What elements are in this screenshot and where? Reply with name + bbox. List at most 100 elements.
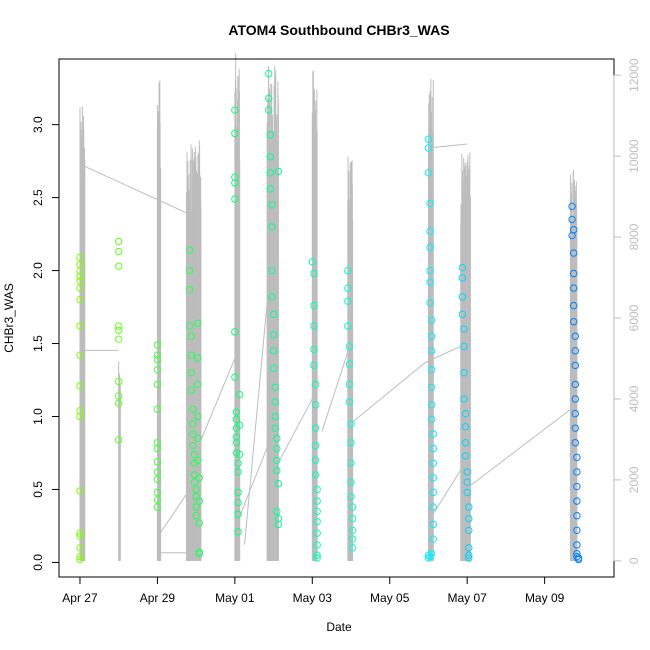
y2-tick-label: 6000: [627, 304, 641, 331]
y-tick-label: 3.0: [31, 116, 45, 133]
data-point: [153, 355, 162, 364]
data-point: [347, 420, 355, 428]
data-point: [114, 392, 123, 400]
data-point: [571, 395, 579, 403]
data-point: [187, 332, 195, 340]
data-point: [313, 517, 321, 526]
data-point: [429, 503, 438, 511]
data-point: [463, 468, 471, 476]
data-point: [429, 444, 438, 453]
data-point: [153, 366, 162, 374]
data-point: [460, 325, 468, 333]
data-point: [76, 261, 84, 269]
data-point: [114, 247, 123, 256]
data-point: [194, 380, 202, 389]
altitude-transit-line: [160, 479, 197, 533]
data-point: [573, 453, 581, 462]
data-point: [426, 552, 434, 561]
data-point: [195, 519, 204, 527]
data-point: [313, 541, 321, 549]
data-point: [269, 347, 278, 355]
data-point: [231, 173, 239, 181]
data-point: [311, 424, 320, 432]
altitude-transit-line: [466, 406, 574, 489]
data-point: [195, 474, 204, 482]
data-point: [345, 380, 354, 389]
data-point: [424, 554, 433, 562]
data-point: [311, 441, 320, 450]
data-point: [76, 253, 84, 262]
data-point: [458, 274, 467, 282]
data-point: [114, 322, 123, 330]
data-point: [569, 249, 578, 257]
data-point: [153, 468, 162, 476]
data-point: [569, 226, 578, 234]
x-tick-label: May 07: [448, 591, 488, 605]
data-point: [313, 529, 321, 537]
data-point: [268, 223, 276, 231]
data-point: [426, 227, 434, 235]
data-point: [426, 266, 434, 275]
data-point: [571, 347, 579, 355]
data-point: [460, 395, 468, 403]
data-point: [194, 456, 202, 464]
data-point: [569, 284, 578, 292]
data-point: [347, 439, 355, 447]
data-point: [234, 468, 242, 476]
data-point: [571, 332, 579, 340]
data-point: [310, 345, 318, 354]
data-point: [465, 544, 473, 552]
data-point: [311, 401, 320, 409]
data-point: [153, 488, 162, 497]
data-point: [429, 459, 438, 467]
data-point: [153, 341, 162, 349]
data-point: [461, 452, 470, 460]
data-point: [234, 488, 242, 497]
data-point: [345, 360, 354, 368]
data-point: [426, 298, 434, 307]
data-point: [311, 471, 320, 479]
data-point: [189, 405, 197, 413]
data-point: [458, 310, 467, 319]
data-point: [76, 382, 84, 390]
data-point: [460, 342, 468, 351]
data-point: [266, 131, 275, 139]
data-point: [427, 316, 436, 324]
data-point: [568, 202, 576, 211]
y-tick-label: 2.0: [31, 262, 45, 279]
data-point: [185, 322, 194, 330]
data-point: [195, 497, 204, 505]
data-point: [232, 433, 241, 441]
data-point: [234, 528, 242, 536]
data-point: [427, 332, 436, 340]
data-point: [194, 319, 202, 327]
data-point: [76, 544, 84, 552]
data-point: [232, 408, 241, 416]
data-point: [344, 284, 352, 292]
altitude-transit-line: [428, 143, 468, 149]
data-point: [153, 439, 162, 447]
data-point: [458, 263, 467, 272]
data-point: [192, 485, 200, 494]
data-point: [429, 535, 438, 543]
data-point: [568, 215, 576, 224]
data-point: [427, 401, 436, 409]
data-point: [429, 520, 438, 529]
data-point: [573, 541, 581, 549]
data-point: [114, 377, 123, 386]
data-point: [574, 555, 583, 564]
data-point: [273, 507, 281, 516]
data-point: [571, 361, 579, 370]
points-layer: [76, 69, 583, 564]
data-point: [465, 551, 473, 559]
data-point: [313, 551, 321, 559]
data-point: [347, 478, 355, 486]
data-point: [153, 444, 162, 453]
data-point: [310, 301, 318, 310]
data-point: [76, 296, 84, 304]
data-point: [429, 488, 438, 497]
data-point: [234, 498, 242, 507]
data-point: [185, 266, 194, 275]
data-point: [114, 335, 123, 343]
data-point: [310, 322, 318, 330]
